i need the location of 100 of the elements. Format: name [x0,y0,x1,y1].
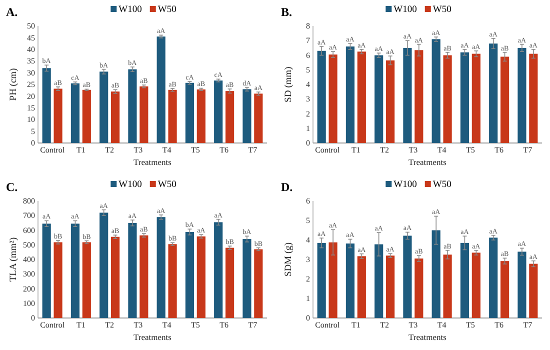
x-tick-label: T5 [190,320,200,330]
bar [254,94,263,143]
x-tick-label: T7 [523,320,532,330]
chart-title: B. [281,5,292,19]
x-tick-label: T6 [220,320,229,330]
bar [242,239,252,318]
y-tick-label: 1 [306,294,310,304]
x-tick-label: T1 [76,320,86,330]
legend-label: W50 [432,180,452,190]
bar [196,89,206,143]
x-axis-title: Treatments [408,157,446,167]
x-tick-label: T5 [466,320,475,330]
y-tick-label: 400 [23,255,35,264]
x-tick-label: Control [40,320,66,330]
x-tick-label: T3 [408,320,418,330]
y-tick-label: 5 [306,216,310,226]
x-tick-label: T6 [220,146,229,155]
bar [82,242,91,318]
bar [100,72,108,143]
bar [432,39,440,143]
y-axis-title: SDM (g) [284,242,294,277]
bar [70,83,80,143]
bar [42,68,51,143]
x-tick-label: T1 [76,146,86,155]
y-tick-label: 300 [23,270,35,279]
bar [529,264,538,318]
chart-title: A. [6,5,18,19]
x-tick-label: T7 [248,146,258,155]
bar [518,48,526,143]
bar [472,252,480,318]
x-tick-label: T6 [494,320,504,330]
y-tick-label: 500 [23,240,35,250]
y-tick-label: 0 [31,314,35,323]
x-tick-label: T2 [380,146,390,155]
bar [346,46,355,143]
bar [156,217,166,318]
bar [414,258,424,318]
bar [403,48,412,143]
y-tick-label: 6 [306,196,310,206]
bar [42,224,51,318]
bar [460,242,470,318]
bar [225,248,234,318]
y-tick-label: 10 [27,115,35,124]
y-tick-label: 15 [27,103,35,112]
y-tick-label: 5 [306,65,310,74]
bar [472,54,480,143]
y-tick-label: 7 [306,36,310,46]
x-tick-label: T7 [248,320,258,330]
bar [140,86,148,143]
y-tick-label: 8 [306,22,310,31]
y-tick-label: 40 [27,44,35,54]
bar [156,36,166,143]
chart-title: D. [281,180,293,194]
bar [214,222,223,318]
bar [489,238,498,318]
bar [386,60,395,143]
bar [357,256,366,318]
y-tick-label: 6 [306,50,310,60]
bar [317,242,326,318]
legend-label: W100 [118,180,142,190]
y-tick-label: 35 [27,56,35,66]
bar [403,236,412,318]
y-tick-label: 4 [306,80,310,90]
bar [460,52,470,143]
y-tick-label: 0 [31,138,35,148]
bar [100,212,108,318]
bar [54,88,62,143]
bar [254,249,263,318]
bar [443,254,452,318]
y-tick-label: 2 [306,274,310,284]
x-tick-label: T6 [494,146,504,155]
bar [414,50,424,143]
bar [242,89,252,143]
bar [374,55,384,143]
x-axis-title: Treatments [134,157,172,167]
bar [110,92,120,143]
x-tick-label: Control [315,146,340,155]
y-tick-label: 800 [23,196,35,206]
bar [443,55,452,143]
y-axis-title: PH (cm) [9,68,19,101]
bar [317,50,326,143]
x-tick-label: Control [315,320,340,330]
x-tick-label: T3 [408,146,418,155]
x-tick-label: T2 [105,146,114,155]
x-tick-label: T2 [380,320,390,330]
y-tick-label: 200 [23,284,35,294]
bar [82,90,91,143]
x-tick-label: T1 [351,320,360,330]
x-tick-label: T5 [466,146,475,155]
y-tick-label: 2 [306,109,310,118]
bar [489,44,498,143]
legend-label: W100 [394,5,418,15]
bar [529,54,538,143]
y-axis-title: TLA (mm²) [9,237,19,282]
x-tick-label: T4 [162,146,172,155]
y-tick-label: 1 [306,124,310,133]
y-axis-title: SD (mm) [284,66,294,102]
y-tick-label: 20 [27,92,35,101]
legend-label: W50 [158,180,177,190]
bar [518,252,526,318]
